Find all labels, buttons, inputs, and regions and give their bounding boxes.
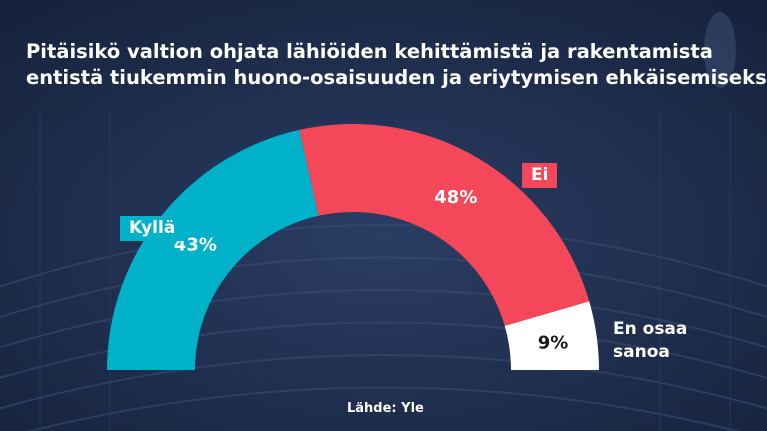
slice-value-label-2: 48% xyxy=(434,187,477,208)
source-label: Lähde: Yle xyxy=(347,401,424,416)
donut-slice-1 xyxy=(107,129,319,370)
donut-slice-3 xyxy=(504,301,599,370)
legend-label-en-osaa-line-1: En osaa xyxy=(613,319,688,339)
legend-label-en-osaa-sanoa: En osaa sanoa xyxy=(613,318,687,364)
legend-label-en-osaa-line-2: sanoa xyxy=(613,342,670,362)
legend-label-kylla: Kyllä xyxy=(120,216,185,241)
donut-slice-2 xyxy=(299,123,590,326)
slice-value-label-3: 9% xyxy=(538,333,569,354)
slice-value-label-1: 43% xyxy=(174,235,217,256)
legend-label-ei: Ei xyxy=(522,163,558,188)
chart-title-line-2: entistä tiukemmin huono-osaisuuden ja er… xyxy=(26,66,767,89)
chart-title-line-1: Pitäisikö valtion ohjata lähiöiden kehit… xyxy=(26,40,713,63)
